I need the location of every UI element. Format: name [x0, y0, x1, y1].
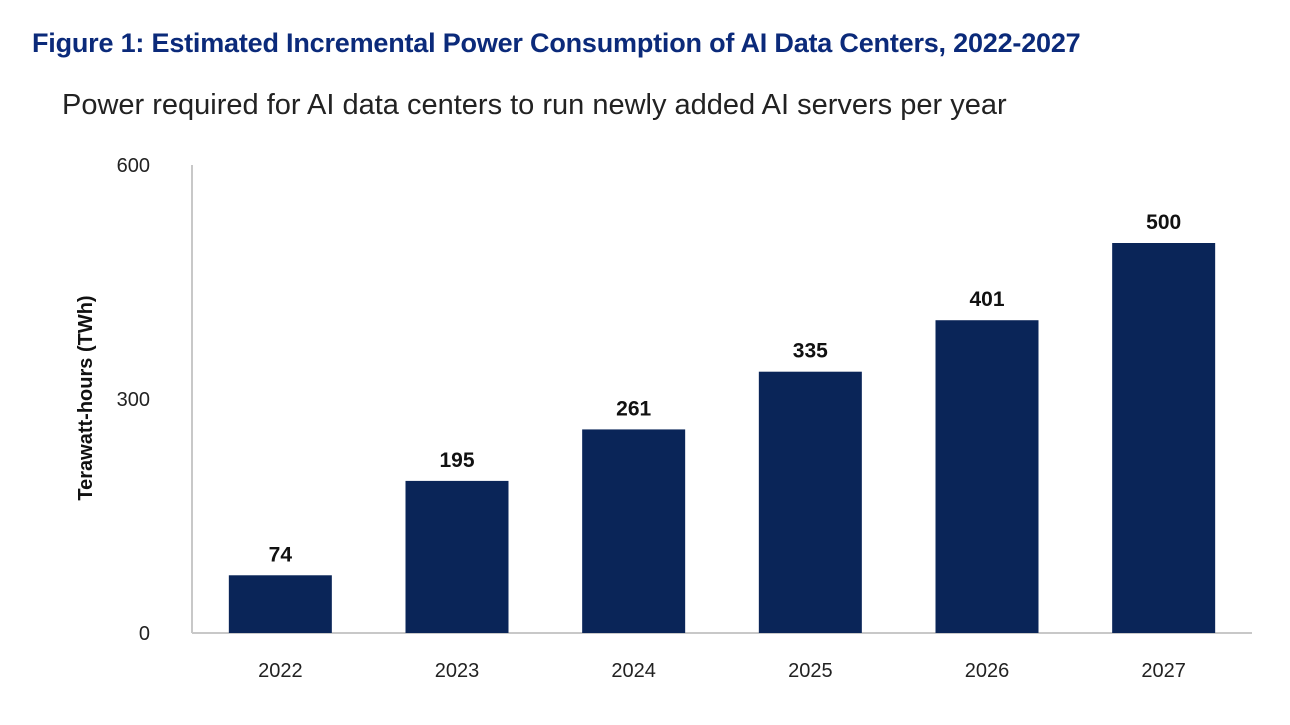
bar-value-label: 261: [616, 397, 651, 420]
bar-2024: [582, 429, 686, 633]
chart-subtitle: Power required for AI data centers to ru…: [62, 89, 1007, 121]
bar-2026: [935, 320, 1039, 633]
x-axis-labels: 2022 2023 2024 2025 2026 2027: [258, 660, 1186, 682]
bar-value-label: 74: [269, 543, 293, 566]
bar-2027: [1112, 243, 1216, 633]
y-axis-ticks: 0 300 600: [117, 155, 150, 645]
bar-2022: [228, 575, 332, 633]
bar-data-labels: 74 195 261 335 401 500: [269, 211, 1182, 566]
y-tick-label: 0: [139, 623, 150, 645]
bar-2023: [405, 480, 509, 633]
x-tick-label: 2024: [611, 660, 656, 682]
y-axis-title: Terawatt-hours (TWh): [75, 295, 97, 500]
chart-title: Figure 1: Estimated Incremental Power Co…: [32, 28, 1081, 58]
bar-series: [228, 243, 1216, 633]
x-tick-label: 2023: [435, 660, 480, 682]
y-tick-label: 600: [117, 155, 150, 177]
bar-2025: [758, 371, 862, 633]
x-tick-label: 2022: [258, 660, 303, 682]
x-tick-label: 2026: [965, 660, 1010, 682]
bar-value-label: 195: [439, 449, 474, 472]
x-tick-label: 2025: [788, 660, 833, 682]
bar-value-label: 500: [1146, 211, 1181, 234]
x-tick-label: 2027: [1141, 660, 1186, 682]
bar-value-label: 401: [969, 288, 1004, 311]
bar-value-label: 335: [793, 340, 828, 363]
y-tick-label: 300: [117, 389, 150, 411]
